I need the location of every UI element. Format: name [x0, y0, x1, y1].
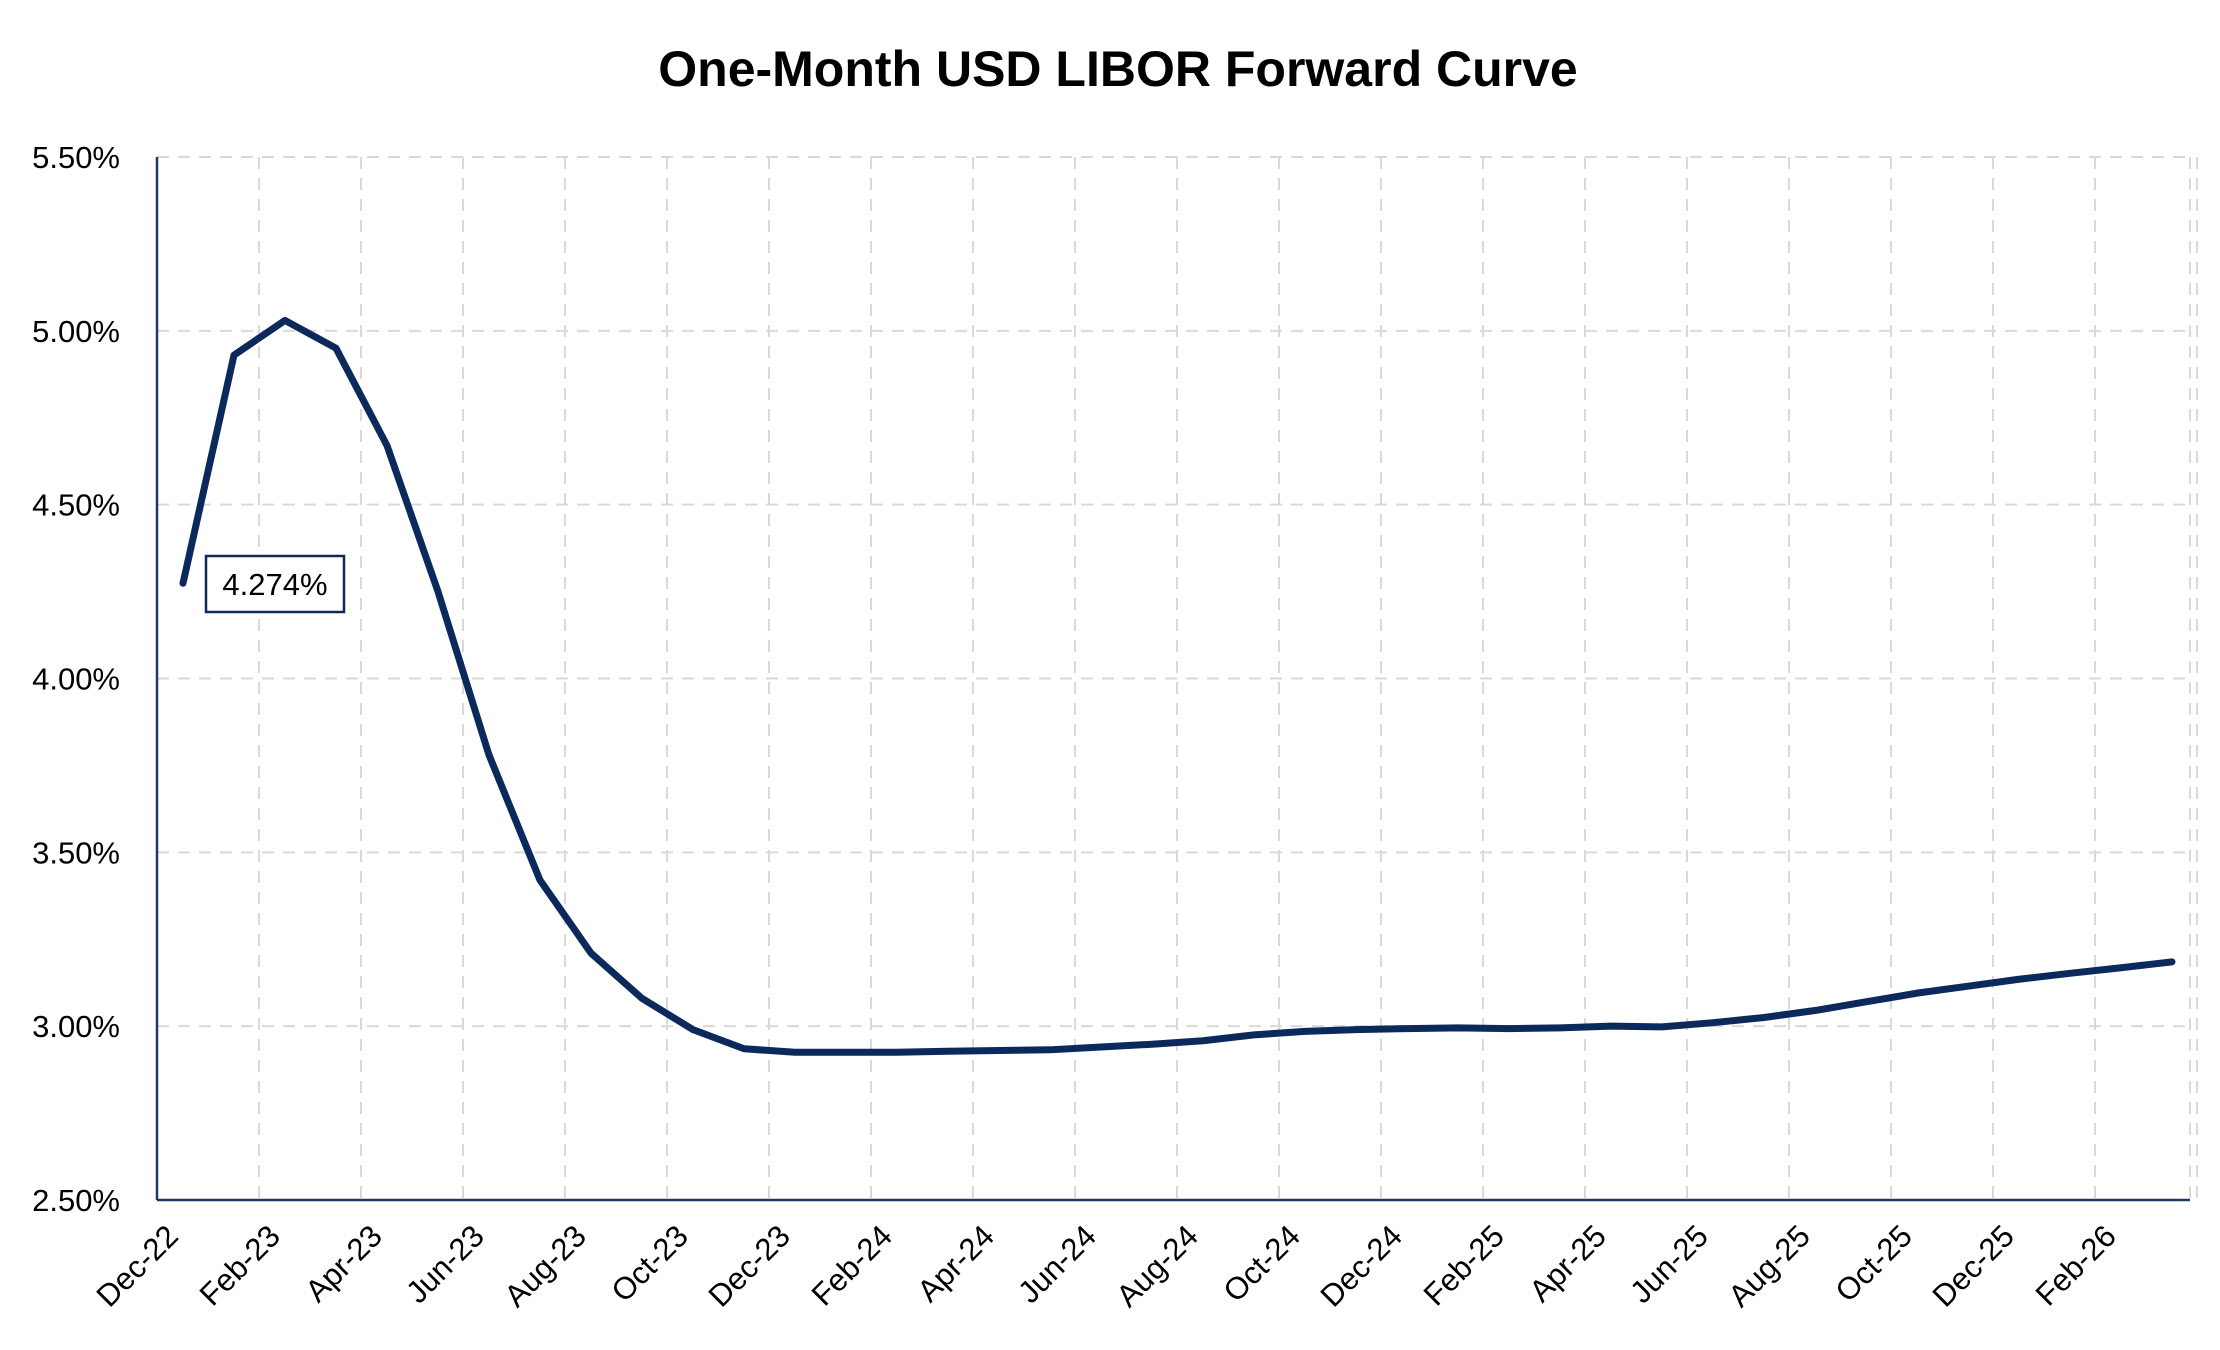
y-tick-label: 4.00%	[32, 662, 120, 697]
x-tick-label: Jun-25	[1623, 1218, 1715, 1310]
y-tick-label: 3.50%	[32, 835, 120, 870]
data-label-callout: 4.274%	[204, 554, 346, 614]
y-tick-label: 5.00%	[32, 314, 120, 349]
series-layer	[179, 316, 2176, 1056]
x-tick-label: Oct-23	[604, 1218, 695, 1309]
x-tick-label: Dec-22	[90, 1218, 185, 1313]
x-tick-label: Oct-25	[1828, 1218, 1919, 1309]
y-tick-label: 4.50%	[32, 488, 120, 523]
x-tick-label: Feb-23	[193, 1218, 287, 1312]
x-tick-label: Apr-24	[910, 1218, 1001, 1309]
x-tick-label: Feb-24	[805, 1218, 899, 1312]
y-tick-label: 2.50%	[32, 1183, 120, 1218]
x-tick-label: Oct-24	[1216, 1218, 1307, 1309]
data-label-value: 4.274%	[222, 567, 327, 602]
x-tick-label: Apr-25	[1522, 1218, 1613, 1309]
x-tick-label: Dec-25	[1926, 1218, 2021, 1313]
x-tick-label: Aug-24	[1110, 1218, 1205, 1313]
x-tick-label: Apr-23	[298, 1218, 389, 1309]
y-tick-label: 5.50%	[32, 140, 120, 175]
x-tick-label: Feb-25	[1417, 1218, 1511, 1312]
data-label-box	[204, 554, 346, 614]
axes	[155, 157, 2190, 1202]
x-tick-label: Jun-23	[399, 1218, 491, 1310]
x-tick-label: Feb-26	[2029, 1218, 2123, 1312]
x-tick-label: Dec-24	[1314, 1218, 1409, 1313]
y-axis-tick-labels: 2.50% 3.00% 3.50% 4.00% 4.50% 5.00% 5.50%	[32, 140, 120, 1218]
forward-curve-line	[179, 316, 2176, 1056]
x-tick-label: Jun-24	[1011, 1218, 1103, 1310]
chart-title: One-Month USD LIBOR Forward Curve	[658, 41, 1577, 97]
y-tick-label: 3.00%	[32, 1009, 120, 1044]
x-tick-label: Aug-23	[498, 1218, 593, 1313]
x-axis-tick-labels: Dec-22 Feb-23 Apr-23 Jun-23 Aug-23 Oct-23 Dec-…	[90, 1218, 2123, 1313]
x-tick-label: Dec-23	[702, 1218, 797, 1313]
x-tick-label: Aug-25	[1722, 1218, 1817, 1313]
